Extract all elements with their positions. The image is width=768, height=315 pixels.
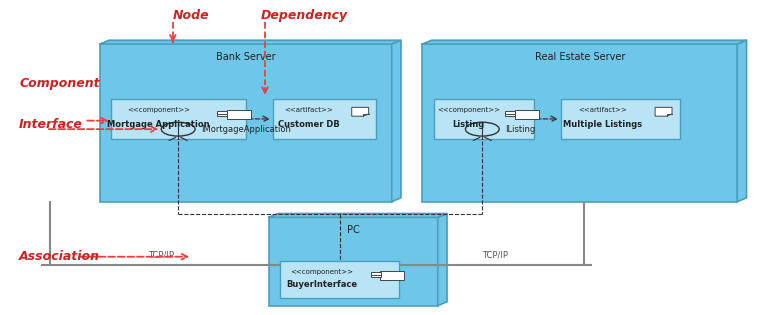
Polygon shape — [438, 214, 447, 306]
FancyBboxPatch shape — [380, 271, 404, 280]
Polygon shape — [737, 40, 746, 202]
Text: BuyerInterface: BuyerInterface — [286, 280, 358, 289]
FancyBboxPatch shape — [505, 114, 515, 116]
Text: Customer DB: Customer DB — [278, 120, 339, 129]
Text: <<component>>: <<component>> — [290, 269, 353, 275]
Text: Component: Component — [19, 77, 100, 90]
Polygon shape — [392, 40, 401, 202]
FancyBboxPatch shape — [111, 99, 246, 139]
Text: IMortgageApplication: IMortgageApplication — [201, 125, 291, 134]
FancyBboxPatch shape — [217, 112, 227, 114]
Text: Interface: Interface — [19, 118, 83, 131]
FancyBboxPatch shape — [269, 217, 438, 306]
Polygon shape — [655, 107, 672, 116]
Text: <<component>>: <<component>> — [127, 107, 190, 113]
Text: TCP/IP: TCP/IP — [148, 251, 174, 260]
FancyBboxPatch shape — [371, 275, 381, 277]
Text: Real Estate Server: Real Estate Server — [535, 52, 625, 62]
Text: Listing: Listing — [453, 120, 485, 129]
FancyBboxPatch shape — [505, 112, 515, 114]
FancyBboxPatch shape — [434, 99, 534, 139]
Text: Node: Node — [173, 9, 210, 22]
Text: <<component>>: <<component>> — [437, 107, 501, 113]
FancyBboxPatch shape — [280, 261, 399, 298]
Text: TCP/IP: TCP/IP — [482, 251, 508, 260]
Text: Bank Server: Bank Server — [216, 52, 276, 62]
FancyBboxPatch shape — [227, 110, 250, 119]
Text: <<artifact>>: <<artifact>> — [285, 107, 333, 113]
Polygon shape — [269, 214, 447, 217]
Text: Multiple Listings: Multiple Listings — [563, 120, 642, 129]
FancyBboxPatch shape — [561, 99, 680, 139]
Text: PC: PC — [347, 225, 359, 235]
FancyBboxPatch shape — [100, 44, 392, 202]
FancyBboxPatch shape — [273, 99, 376, 139]
Polygon shape — [422, 40, 746, 44]
Polygon shape — [352, 107, 369, 116]
FancyBboxPatch shape — [371, 272, 381, 275]
Text: IListing: IListing — [505, 125, 535, 134]
Text: Dependency: Dependency — [261, 9, 348, 22]
Text: Mortgage Application: Mortgage Application — [107, 120, 210, 129]
FancyBboxPatch shape — [515, 110, 538, 119]
Polygon shape — [100, 40, 401, 44]
FancyBboxPatch shape — [217, 114, 227, 116]
Text: <<artifact>>: <<artifact>> — [578, 107, 627, 113]
Text: Association: Association — [19, 250, 100, 263]
FancyBboxPatch shape — [422, 44, 737, 202]
